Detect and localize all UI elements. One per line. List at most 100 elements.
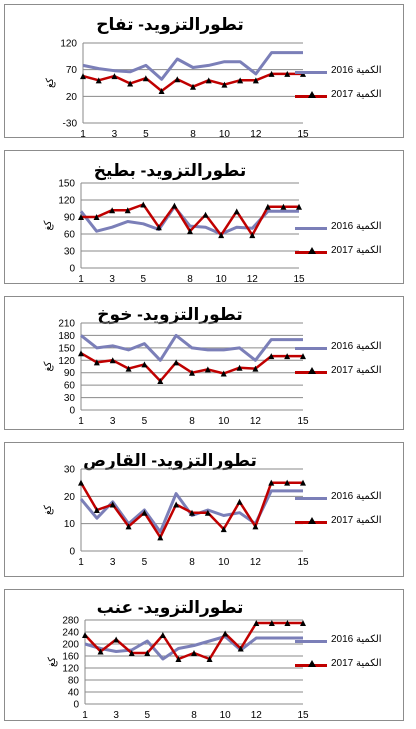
chart-panel: تطورالتزويد- القارص 0 10 20 30 1 3 5 8 10 12 15 كغ 20… [4,442,404,577]
legend-item: 2017 الكمية [295,89,405,103]
legend-label: 2017 الكمية [331,658,382,669]
y-axis-label: كغ [43,220,54,230]
data-point [141,509,148,516]
x-tick-label: 10 [220,710,232,721]
data-point [237,77,244,84]
x-tick-label: 5 [142,416,148,427]
data-point [109,357,116,364]
legend-item: 2017 الكمية [295,245,405,259]
legend-item: 2017 الكمية [295,658,405,672]
x-tick-label: 1 [80,129,86,140]
legend-marker-icon [308,660,316,667]
y-tick-label: 0 [69,406,75,417]
legend: 2016 الكمية 2017 الكمية [295,221,405,269]
legend-item: 2016 الكمية [295,65,405,79]
data-point [268,479,275,486]
legend-marker-icon [308,91,316,98]
data-point [202,211,209,218]
y-tick-label: 150 [58,179,75,190]
legend-label: 2017 الكمية [331,365,382,376]
y-tick-label: 30 [64,247,76,258]
y-tick-label: 10 [64,519,76,530]
x-tick-label: 5 [145,710,151,721]
data-point [158,88,165,94]
data-point [78,350,84,357]
data-point [253,620,260,626]
chart-panel: تطورالتزويد- بطيخ 0 30 60 90 120 150 1 3 5 8 10 12 15… [4,150,405,285]
data-point [190,83,196,90]
y-tick-label: 20 [64,492,76,503]
y-tick-label: 80 [68,676,80,687]
x-tick-label: 10 [218,557,230,568]
y-tick-label: 200 [62,640,79,651]
legend-item: 2016 الكمية [295,491,405,505]
legend-marker-icon [308,517,316,524]
data-point [175,656,182,662]
data-point [111,73,118,80]
data-point [95,77,102,84]
data-point [300,620,306,626]
data-point [174,76,181,83]
data-point [252,77,259,84]
data-point [222,630,229,637]
x-tick-label: 10 [218,416,230,427]
data-point [109,207,116,214]
data-point [128,650,135,656]
x-tick-label: 15 [297,710,309,721]
data-point [157,534,164,541]
legend-swatch [295,227,327,230]
x-tick-label: 8 [190,129,196,140]
chart-title: تطورالتزويد- عنب [96,598,244,617]
data-point [187,228,193,235]
data-point [80,73,86,80]
y-tick-label: 40 [68,688,80,699]
legend: 2016 الكمية 2017 الكمية [295,65,405,113]
data-point [173,359,180,366]
y-tick-label: 280 [62,616,79,627]
data-point [144,650,151,656]
chart-svg: 0 10 20 30 1 3 5 8 10 12 15 كغ [43,465,309,569]
data-point [159,632,166,638]
legend-label: 2016 الكمية [331,65,382,76]
data-point [78,479,84,486]
legend-label: 2016 الكمية [331,221,382,232]
data-point [206,656,213,662]
data-point [93,507,100,513]
y-tick-label: 0 [69,547,75,558]
y-tick-label: 0 [69,264,75,275]
y-axis-label: كغ [45,78,56,88]
chart-title: تطورالتزويد- تفاح [96,15,244,34]
data-point [78,214,84,220]
data-point [82,632,88,638]
x-tick-label: 15 [297,129,309,140]
data-point [155,224,162,231]
y-tick-label: 120 [58,196,75,207]
data-point [142,75,149,82]
y-tick-label: 90 [64,368,76,379]
x-tick-label: 12 [250,129,262,140]
y-tick-label: 30 [64,465,76,476]
y-axis-label: كغ [43,361,54,371]
legend-item: 2016 الكمية [295,634,405,648]
y-tick-label: 120 [58,356,75,367]
data-point [233,208,240,215]
x-tick-label: 5 [142,557,148,568]
y-tick-label: 90 [64,213,76,224]
chart-svg: -30 20 70 120 1 3 5 8 10 12 15 كغ [45,39,309,141]
series-line-2016 [80,333,303,362]
x-tick-label: 1 [78,274,84,285]
x-tick-label: 5 [141,274,147,285]
data-point [264,203,271,210]
data-point [141,361,148,368]
legend-label: 2016 الكمية [331,634,382,645]
series-line-2016 [82,51,303,81]
data-point [252,365,259,372]
data-point [171,202,178,209]
legend-swatch [295,497,327,500]
data-point [284,70,291,77]
y-tick-label: 120 [60,39,77,50]
data-point [97,648,104,655]
y-tick-label: 160 [62,652,79,663]
data-point [189,509,195,516]
x-tick-label: 12 [251,710,263,721]
